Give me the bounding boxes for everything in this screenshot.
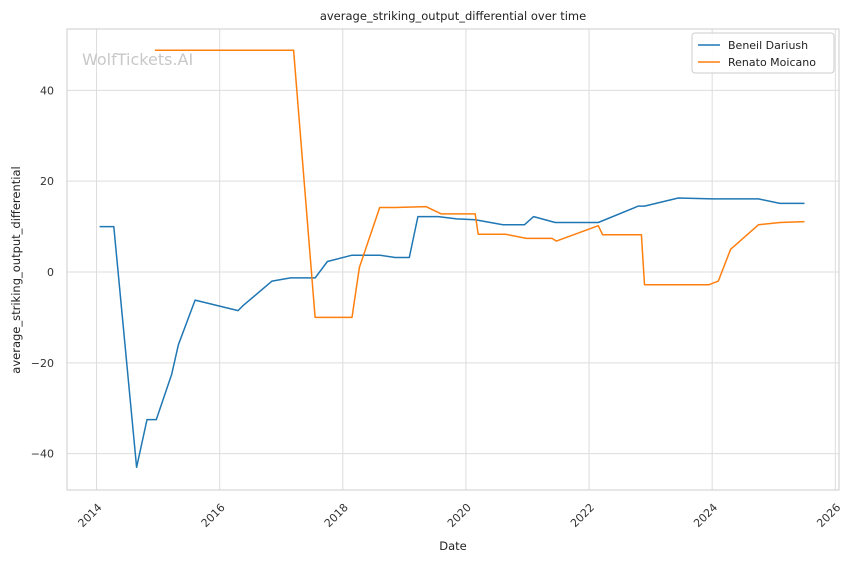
gridlines	[67, 29, 839, 490]
legend: Beneil Dariush Renato Moicano	[691, 32, 835, 74]
x-tick-label: 2016	[199, 501, 228, 530]
x-tick-label: 2020	[445, 501, 474, 530]
series-line-0	[99, 197, 805, 469]
y-axis-ticks: −40 −20 0 20 40	[31, 84, 54, 460]
y-tick-label: −20	[31, 357, 54, 370]
legend-box	[691, 32, 835, 74]
x-axis-ticks: 2014 2016 2018 2020 2022 2024 2026	[76, 501, 844, 530]
x-tick-label: 2014	[76, 501, 105, 530]
chart-title: average_striking_output_differential ove…	[320, 9, 586, 23]
x-axis-label: Date	[439, 539, 467, 553]
x-tick-label: 2018	[322, 501, 351, 530]
x-tick-label: 2026	[814, 501, 843, 530]
legend-entry: Beneil Dariush	[728, 39, 808, 52]
y-axis-label: average_striking_output_differential	[9, 166, 23, 373]
y-tick-label: 20	[40, 175, 54, 188]
watermark: WolfTickets.AI	[82, 50, 193, 69]
x-tick-label: 2024	[691, 501, 720, 530]
plot-area	[66, 28, 840, 491]
y-tick-label: 0	[47, 266, 54, 279]
y-tick-label: 40	[40, 84, 54, 97]
series-line-1	[155, 49, 805, 319]
legend-entry: Renato Moicano	[728, 56, 816, 69]
y-tick-label: −40	[31, 448, 54, 461]
series-layer	[99, 49, 805, 469]
x-tick-label: 2022	[568, 501, 597, 530]
